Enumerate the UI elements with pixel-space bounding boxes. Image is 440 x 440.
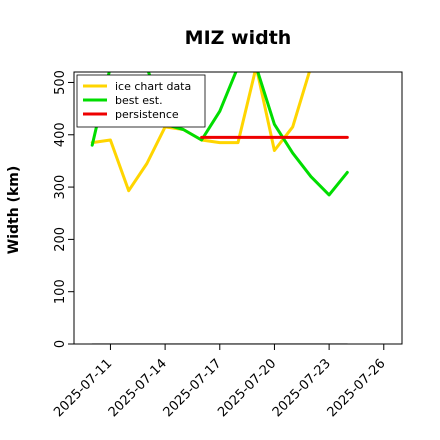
y-tick-label: 0 [53, 340, 68, 348]
legend-label: persistence [115, 108, 179, 121]
y-tick-label: 300 [53, 175, 68, 200]
y-axis-label: Width (km) [6, 166, 22, 255]
chart-title: MIZ width [185, 27, 292, 49]
y-tick-label: 200 [53, 227, 68, 252]
y-tick-label: 100 [53, 279, 68, 304]
y-tick-label: 400 [53, 122, 68, 147]
x-tick-label: 2025-07-26 [325, 356, 389, 420]
series-line-best-est- [90, 72, 349, 197]
legend-label: best est. [115, 94, 163, 107]
legend-label: ice chart data [115, 80, 191, 93]
y-tick-label: 500 [53, 70, 68, 95]
plot-frame [73, 71, 403, 345]
